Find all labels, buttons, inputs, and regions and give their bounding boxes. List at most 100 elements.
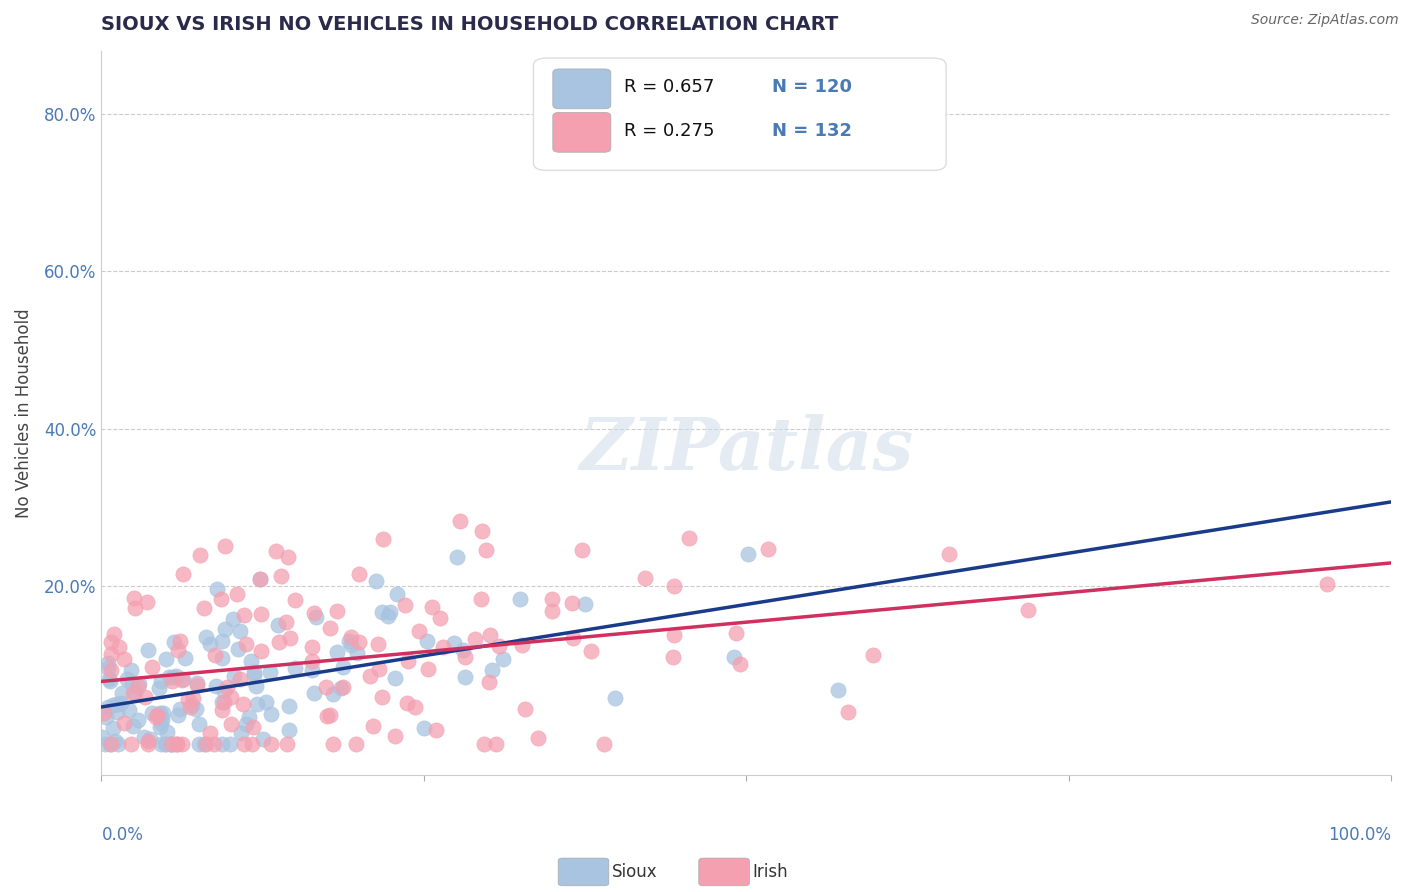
Irish — [166, 737, 188, 751]
Sioux — [305, 610, 328, 624]
Irish — [662, 649, 685, 664]
Sioux — [205, 582, 228, 596]
FancyBboxPatch shape — [533, 58, 946, 170]
Sioux — [150, 673, 173, 688]
Irish — [664, 579, 686, 593]
Sioux — [416, 633, 439, 648]
Sioux — [187, 737, 209, 751]
Irish — [301, 654, 323, 668]
Sioux — [214, 683, 236, 698]
Sioux — [211, 695, 233, 709]
Irish — [367, 637, 389, 651]
Irish — [347, 566, 370, 581]
Sioux — [454, 670, 477, 684]
Sioux — [371, 606, 394, 620]
Sioux — [157, 670, 180, 684]
Sioux — [155, 737, 177, 751]
Irish — [274, 615, 297, 629]
Irish — [242, 720, 264, 734]
Irish — [359, 669, 381, 683]
Sioux — [118, 703, 141, 717]
Irish — [146, 708, 169, 723]
Irish — [215, 680, 238, 694]
Sioux — [205, 680, 228, 694]
Sioux — [240, 654, 263, 668]
Sioux — [103, 721, 125, 735]
Irish — [232, 697, 254, 711]
Irish — [470, 591, 492, 606]
Irish — [136, 737, 159, 751]
Sioux — [226, 641, 249, 656]
Sioux — [169, 702, 191, 716]
Sioux — [224, 669, 246, 683]
Irish — [301, 640, 323, 654]
Sioux — [481, 663, 503, 677]
Irish — [209, 591, 232, 606]
Sioux — [124, 686, 146, 700]
Sioux — [332, 660, 354, 674]
Irish — [418, 662, 440, 676]
Sioux — [162, 670, 184, 684]
Sioux — [827, 683, 849, 698]
Irish — [170, 737, 193, 751]
Sioux — [174, 650, 197, 665]
Sioux — [509, 591, 531, 606]
Sioux — [446, 550, 468, 565]
Irish — [725, 626, 748, 640]
Irish — [167, 642, 190, 657]
Sioux — [229, 624, 252, 639]
Sioux — [127, 713, 149, 727]
Sioux — [266, 618, 288, 632]
Irish — [319, 708, 342, 723]
Sioux — [278, 698, 301, 713]
Sioux — [153, 737, 176, 751]
Sioux — [186, 676, 208, 690]
Sioux — [98, 737, 121, 751]
Irish — [449, 514, 471, 528]
Irish — [340, 630, 363, 644]
Irish — [193, 601, 215, 615]
Sioux — [211, 633, 233, 648]
Sioux — [110, 696, 132, 710]
Sioux — [105, 705, 128, 719]
Sioux — [152, 706, 174, 721]
Irish — [471, 524, 494, 539]
Irish — [122, 591, 145, 605]
Irish — [136, 734, 159, 748]
Sioux — [260, 706, 283, 721]
Sioux — [111, 685, 134, 699]
Irish — [100, 647, 122, 661]
Irish — [270, 568, 292, 582]
Sioux — [387, 586, 409, 600]
Sioux — [243, 665, 266, 679]
Sioux — [245, 679, 267, 693]
Sioux — [148, 681, 170, 695]
Sioux — [346, 646, 368, 660]
Text: N = 120: N = 120 — [772, 78, 852, 96]
Sioux — [163, 635, 186, 649]
Irish — [219, 690, 242, 704]
Irish — [488, 640, 510, 654]
Sioux — [413, 721, 436, 735]
Irish — [571, 543, 593, 558]
Irish — [211, 703, 233, 717]
Irish — [181, 690, 204, 705]
Sioux — [451, 643, 474, 657]
Sioux — [574, 597, 596, 611]
Sioux — [159, 737, 181, 751]
Sioux — [252, 731, 274, 746]
Irish — [172, 673, 194, 687]
Sioux — [136, 643, 159, 657]
Irish — [186, 678, 208, 692]
Irish — [302, 606, 325, 620]
Sioux — [301, 664, 323, 678]
Irish — [100, 737, 122, 751]
Irish — [420, 600, 443, 615]
Irish — [124, 600, 146, 615]
Irish — [319, 621, 342, 635]
Irish — [127, 679, 149, 693]
Irish — [862, 648, 884, 663]
FancyBboxPatch shape — [553, 112, 610, 153]
Sioux — [491, 651, 513, 665]
Text: Sioux: Sioux — [612, 863, 657, 881]
